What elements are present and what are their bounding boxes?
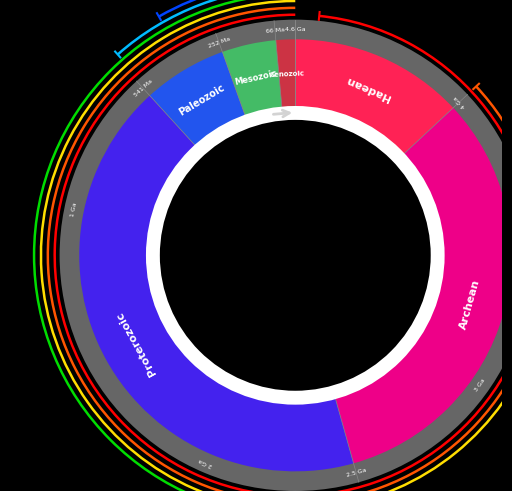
Text: 2 Ga: 2 Ga [198,457,213,468]
Text: 3 Ga: 3 Ga [474,378,486,393]
Text: 4.6 Ga: 4.6 Ga [285,27,306,32]
Wedge shape [222,40,282,117]
Wedge shape [295,39,453,155]
Text: 252 Ma: 252 Ma [207,36,231,49]
Text: 66 Ma: 66 Ma [265,27,285,34]
Wedge shape [335,108,511,464]
Text: 541 Ma: 541 Ma [133,79,153,98]
Text: Hadean: Hadean [344,75,392,103]
Text: Proterozoic: Proterozoic [115,310,158,377]
Text: Mesozoic: Mesozoic [234,69,278,87]
Text: Cenozoic: Cenozoic [269,70,305,78]
Wedge shape [276,39,295,109]
Text: 1 Ga: 1 Ga [70,202,78,217]
Wedge shape [150,52,246,146]
Text: Paleozoic: Paleozoic [177,82,226,117]
Text: Archean: Archean [458,278,482,330]
Text: 2.5 Ga: 2.5 Ga [346,467,367,478]
Text: 4 Ga: 4 Ga [454,94,467,108]
Circle shape [178,137,413,373]
Wedge shape [79,96,354,471]
Wedge shape [59,20,512,491]
